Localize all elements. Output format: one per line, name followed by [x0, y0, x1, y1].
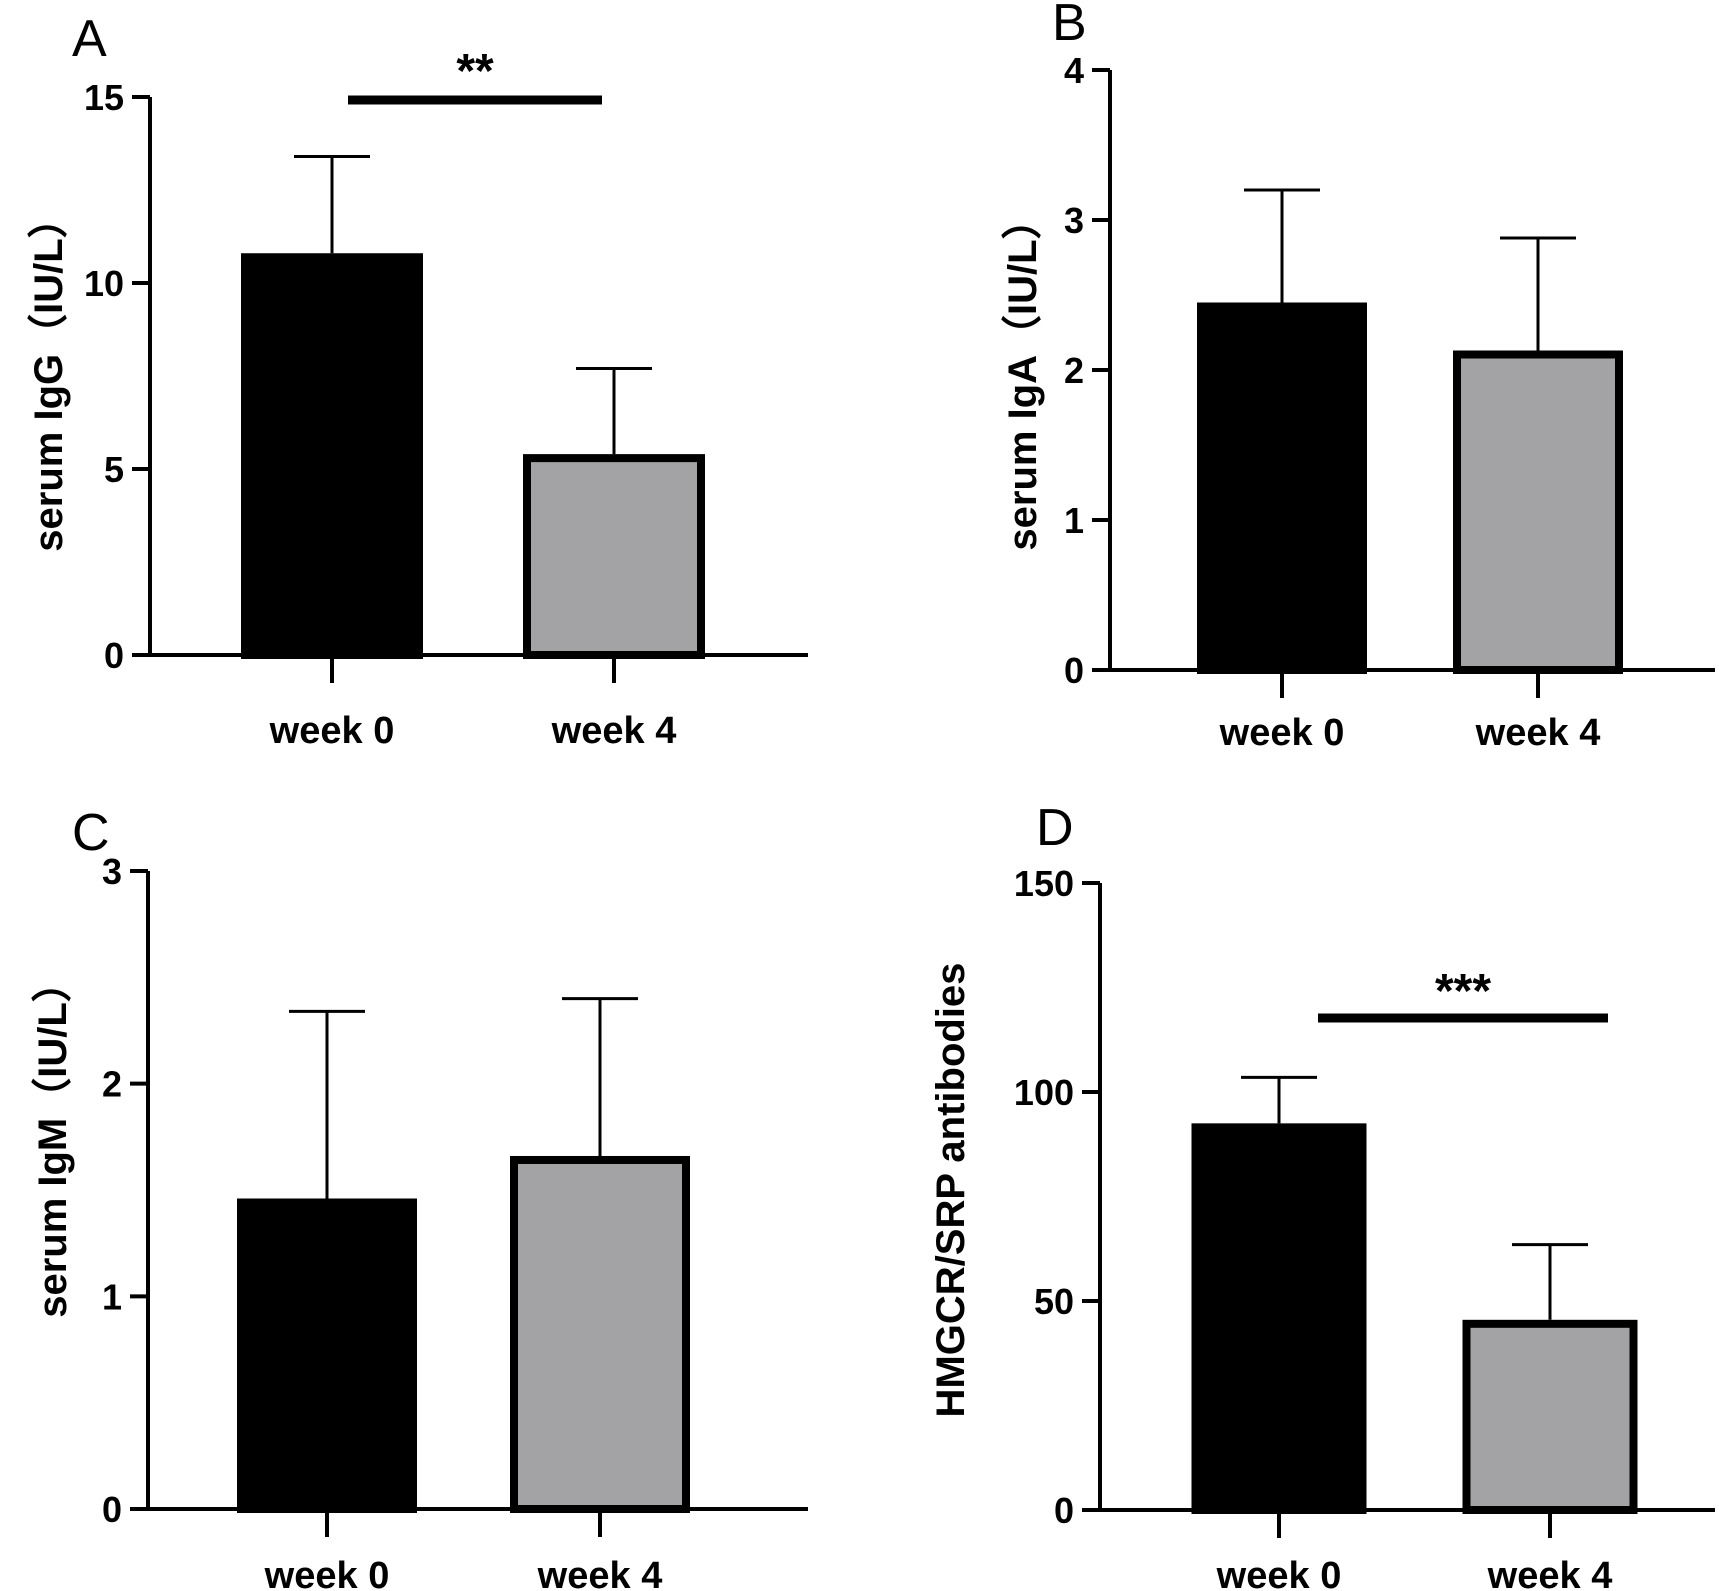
bar-week-0 — [1197, 302, 1367, 674]
x-tick-label: week 0 — [1216, 1555, 1342, 1591]
y-tick-label: 2 — [1064, 350, 1084, 391]
y-tick-label: 0 — [1054, 1490, 1074, 1531]
y-tick-label: 4 — [1064, 50, 1084, 91]
x-tick-label: week 4 — [1475, 712, 1601, 754]
y-tick-label: 150 — [1014, 863, 1074, 904]
y-axis-label: serum IgM（IU/L） — [31, 962, 75, 1318]
bar-week-4 — [1453, 350, 1623, 674]
y-tick-label: 2 — [102, 1064, 122, 1105]
y-tick-label: 10 — [84, 263, 124, 304]
y-tick-label: 0 — [102, 1489, 122, 1530]
x-tick-label: week 4 — [537, 1555, 663, 1591]
bar-week-0 — [241, 253, 423, 659]
chart-panel-d: D HMGCR/SRP antibodies week 0 week 4 0 50 100 1… — [929, 799, 1715, 1591]
significance-label: ** — [456, 45, 494, 98]
bar-week-0 — [1191, 1123, 1367, 1514]
panel-letter: A — [72, 10, 107, 68]
y-tick-label: 3 — [102, 851, 122, 892]
bar-week-4 — [1462, 1319, 1638, 1515]
y-tick-label: 5 — [104, 449, 124, 490]
y-tick-label: 100 — [1014, 1072, 1074, 1113]
y-axis-label: HMGCR/SRP antibodies — [929, 963, 973, 1418]
y-axis-label: serum IgA（IU/L） — [1001, 199, 1045, 550]
panel-letter: D — [1036, 799, 1074, 857]
y-tick-label: 0 — [1064, 650, 1084, 691]
x-tick-label: week 0 — [269, 710, 395, 752]
y-tick-label: 0 — [104, 635, 124, 676]
y-tick-label: 15 — [84, 77, 124, 118]
x-tick-label: week 0 — [1219, 712, 1345, 754]
y-tick-label: 1 — [1064, 500, 1084, 541]
bar-week-4 — [523, 454, 705, 659]
significance-label: *** — [1435, 965, 1491, 1018]
y-axis-label: serum IgG（IU/L） — [27, 198, 71, 551]
bar-week-4 — [510, 1155, 690, 1514]
y-tick-label: 1 — [102, 1276, 122, 1317]
y-tick-label: 3 — [1064, 200, 1084, 241]
y-tick-label: 50 — [1034, 1281, 1074, 1322]
bar-week-0 — [237, 1198, 417, 1514]
x-tick-label: week 4 — [1487, 1555, 1613, 1591]
x-tick-label: week 0 — [264, 1555, 390, 1591]
panel-letter: B — [1052, 0, 1087, 52]
x-tick-label: week 4 — [551, 710, 677, 752]
panel-letter: C — [72, 804, 110, 862]
